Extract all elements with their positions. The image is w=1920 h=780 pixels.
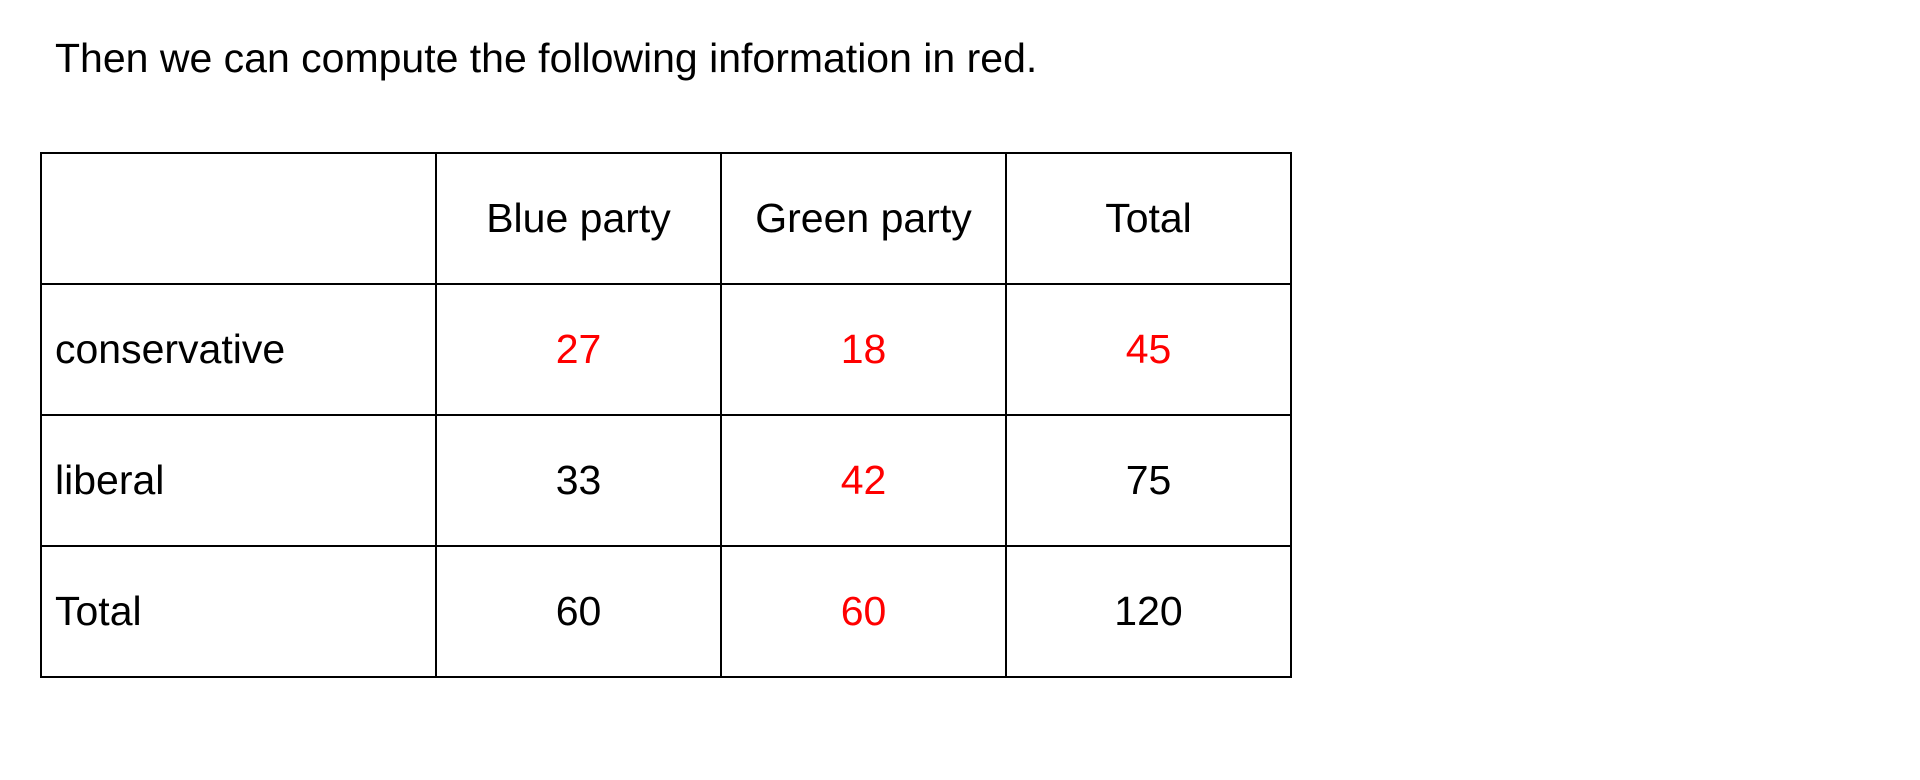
contingency-table: Blue party Green party Total conservativ… — [40, 152, 1292, 678]
cell-liberal-blue: 33 — [435, 414, 722, 547]
table-row-total: Total 60 60 120 — [40, 545, 1292, 678]
cell-liberal-total: 75 — [1005, 414, 1292, 547]
cell-total-total: 120 — [1005, 545, 1292, 678]
cell-liberal-green: 42 — [720, 414, 1007, 547]
table-row-liberal: liberal 33 42 75 — [40, 414, 1292, 547]
header-green-party: Green party — [720, 152, 1007, 285]
cell-conservative-total: 45 — [1005, 283, 1292, 416]
intro-text: Then we can compute the following inform… — [55, 35, 1038, 81]
cell-total-green: 60 — [720, 545, 1007, 678]
cell-conservative-green: 18 — [720, 283, 1007, 416]
header-total: Total — [1005, 152, 1292, 285]
cell-total-blue: 60 — [435, 545, 722, 678]
row-label-conservative: conservative — [40, 283, 437, 416]
cell-conservative-blue: 27 — [435, 283, 722, 416]
row-label-liberal: liberal — [40, 414, 437, 547]
header-blue-party: Blue party — [435, 152, 722, 285]
row-label-total: Total — [40, 545, 437, 678]
header-corner-cell — [40, 152, 437, 285]
table-header-row: Blue party Green party Total — [40, 152, 1292, 285]
table-row-conservative: conservative 27 18 45 — [40, 283, 1292, 416]
